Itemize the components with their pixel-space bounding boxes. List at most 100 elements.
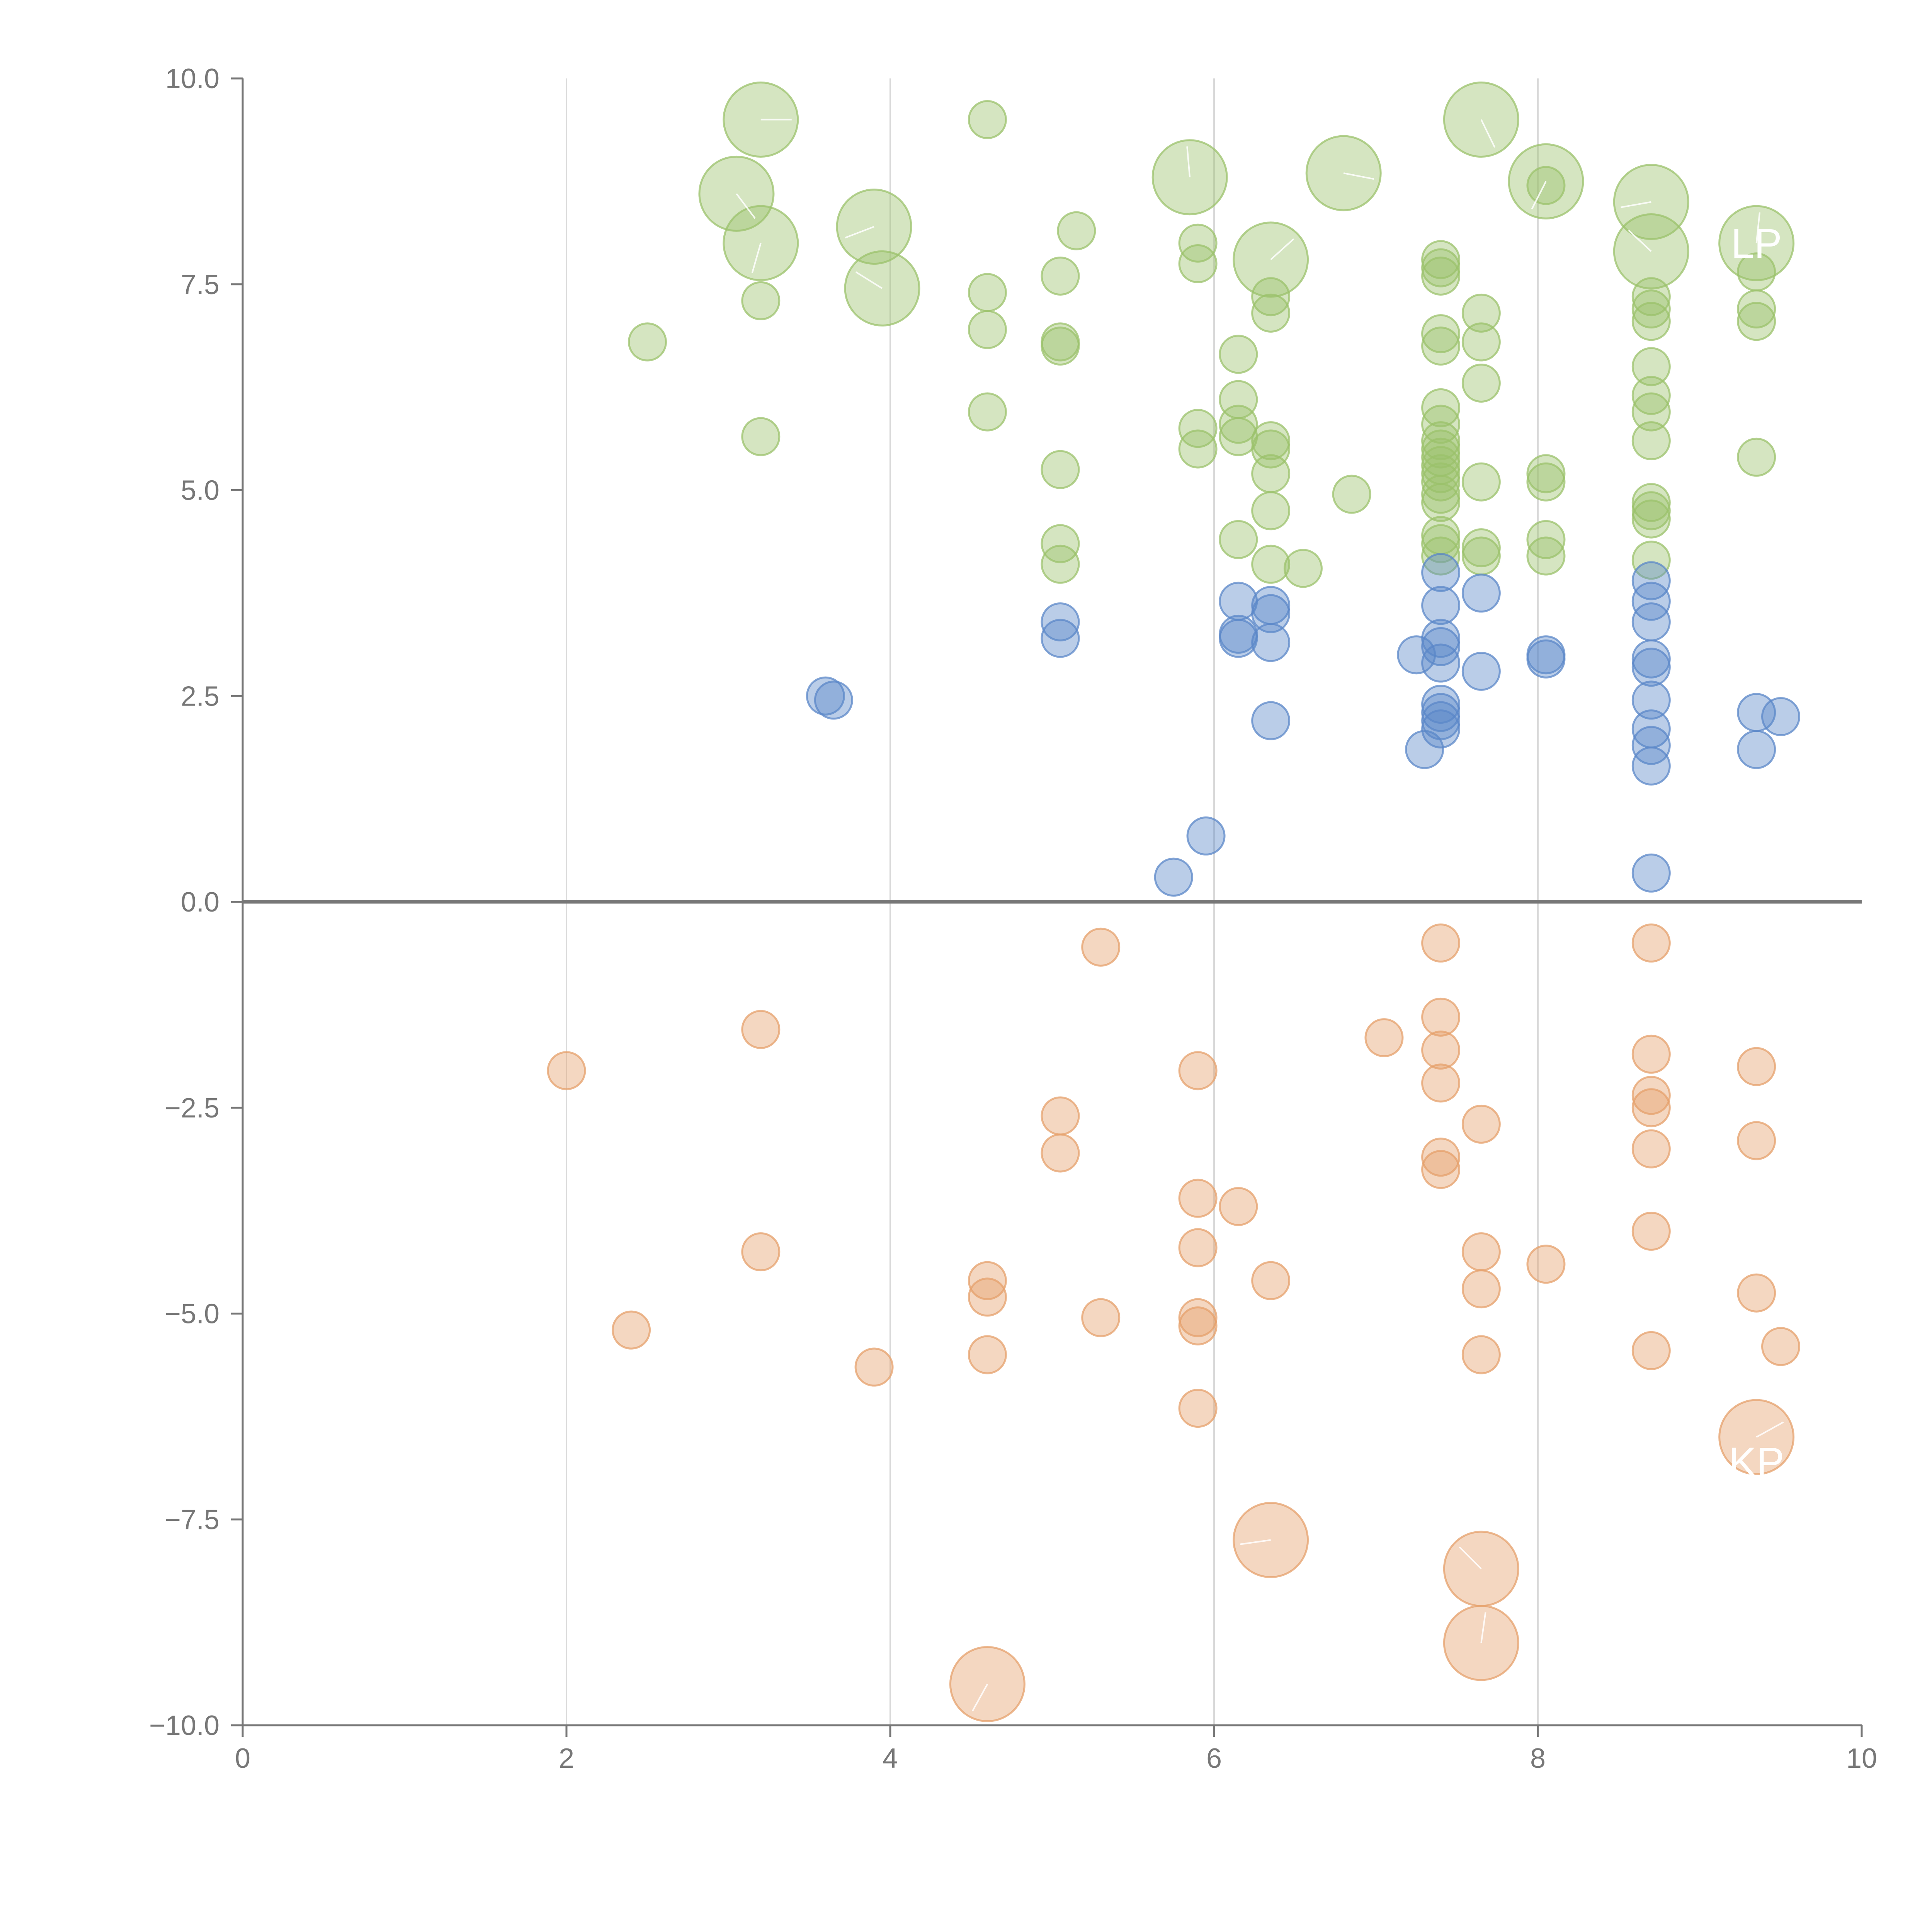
- x-tick-label: 2: [559, 1743, 574, 1774]
- orange-point: [1737, 1121, 1776, 1160]
- green-point: [1421, 454, 1461, 493]
- orange-point: [1461, 1104, 1501, 1144]
- orange-point: [1631, 1088, 1671, 1128]
- green-point: [1041, 256, 1080, 296]
- blue-point: [1041, 619, 1080, 658]
- y-tick-label: −2.5: [165, 1093, 219, 1124]
- x-tick-label: 6: [1206, 1743, 1222, 1774]
- green-point: [1631, 289, 1671, 329]
- blue-point: [814, 680, 853, 720]
- green-point: [1461, 528, 1501, 568]
- blue-point: [1421, 709, 1461, 748]
- leader-line: [971, 1684, 988, 1712]
- y-tick-label: −7.5: [165, 1504, 219, 1535]
- green-point: [1251, 277, 1291, 316]
- orange-point: [1421, 1138, 1461, 1177]
- x-tick-label: 0: [235, 1743, 250, 1774]
- orange-point: [1761, 1327, 1800, 1366]
- orange-point: [1461, 1269, 1501, 1309]
- blue-point: [1461, 651, 1501, 691]
- orange-point: [1631, 1211, 1671, 1251]
- orange-point: [1421, 1063, 1461, 1103]
- orange-point: [1737, 1047, 1776, 1086]
- green-point: [968, 310, 1007, 349]
- orange-point: [1421, 997, 1461, 1037]
- x-tick-label: 8: [1530, 1743, 1546, 1774]
- blue-point: [1631, 639, 1671, 679]
- leader-line: [1628, 230, 1652, 252]
- orange-point: [968, 1277, 1007, 1317]
- green-point: [1251, 491, 1291, 531]
- leader-line: [751, 243, 762, 273]
- green-point: [741, 417, 781, 456]
- green-point: [1332, 474, 1371, 514]
- green-point: [1041, 450, 1080, 489]
- green-point: [1251, 544, 1291, 584]
- green-point: [1737, 289, 1776, 329]
- green-point: [1178, 409, 1218, 448]
- green-point: [1421, 388, 1461, 427]
- green-point: [1421, 327, 1461, 366]
- green-point: [1461, 462, 1501, 502]
- green-point: [1251, 293, 1291, 333]
- y-tick-label: −5.0: [165, 1299, 219, 1330]
- blue-point: [1631, 648, 1671, 687]
- green-point: [1631, 491, 1671, 531]
- blue-point: [1251, 623, 1291, 662]
- green-point: [1631, 302, 1671, 341]
- axes: 0 2 4 6 8 10 10.0 7.5 5.0 2.5 0.0 −2.5 −5.0 −7.5 −10.0: [149, 63, 1877, 1774]
- point-annotation: LP: [1731, 220, 1782, 267]
- green-point: [1057, 211, 1096, 250]
- orange-point: [547, 1051, 586, 1090]
- green-point: [1631, 421, 1671, 461]
- green-point: [1631, 347, 1671, 386]
- green-point: [1178, 223, 1218, 263]
- blue-point: [1219, 619, 1258, 658]
- green-point: [1526, 462, 1566, 502]
- orange-point: [968, 1261, 1007, 1300]
- green-point: [1631, 376, 1671, 415]
- green-point: [1421, 248, 1461, 287]
- y-tick-label: 0.0: [181, 887, 219, 918]
- leader-line: [845, 226, 874, 239]
- green-point: [1421, 462, 1461, 502]
- annotations: LP KP: [736, 119, 1784, 1712]
- blue-point: [1421, 586, 1461, 625]
- orange-point: [1737, 1273, 1776, 1313]
- orange-point: [1178, 1306, 1218, 1345]
- blue-point: [1631, 853, 1671, 893]
- y-tick-label: 10.0: [165, 63, 219, 94]
- blue-point: [1421, 627, 1461, 666]
- x-tick-label: 10: [1846, 1743, 1877, 1774]
- orange-point: [1178, 1179, 1218, 1218]
- blue-point: [1251, 701, 1291, 740]
- blue-point: [1186, 816, 1226, 856]
- green-point: [741, 281, 781, 320]
- blue-point: [1631, 582, 1671, 621]
- orange-point: [854, 1347, 894, 1387]
- green-point: [1219, 520, 1258, 559]
- green-point: [1219, 405, 1258, 444]
- green-point: [1737, 302, 1776, 341]
- blue-point: [1251, 594, 1291, 633]
- blue-point: [1421, 553, 1461, 592]
- orange-point: [612, 1310, 651, 1350]
- orange-point: [1421, 1031, 1461, 1070]
- y-tick-label: 7.5: [181, 269, 219, 300]
- green-point: [968, 273, 1007, 312]
- leader-line: [1756, 1421, 1784, 1438]
- green-point: [1461, 293, 1501, 333]
- orange-point: [1178, 1228, 1218, 1267]
- orange-point: [1178, 1298, 1218, 1337]
- orange-point: [1041, 1096, 1080, 1136]
- green-point: [1421, 314, 1461, 354]
- green-point: [1178, 244, 1218, 283]
- y-tick-label: 5.0: [181, 475, 219, 506]
- leader-line: [1531, 181, 1547, 209]
- blue-point: [1631, 602, 1671, 641]
- green-point: [1737, 437, 1776, 477]
- leader-line: [1186, 146, 1191, 177]
- green-point: [1041, 327, 1080, 366]
- blue-point: [1421, 693, 1461, 732]
- green-point: [1421, 256, 1461, 296]
